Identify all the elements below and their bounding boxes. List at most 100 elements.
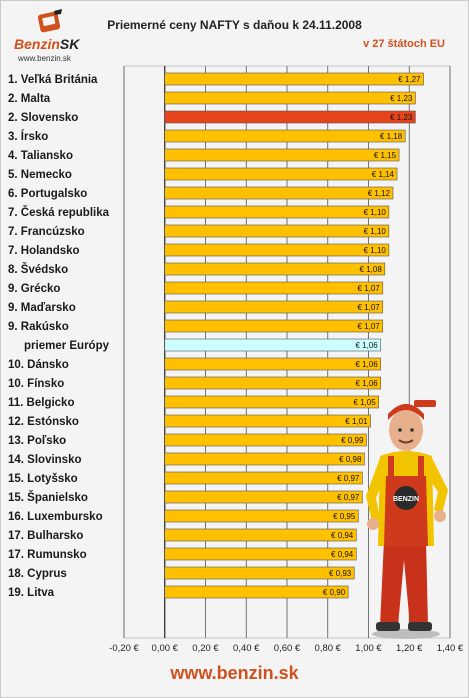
bar <box>164 262 386 276</box>
category-label: 9. Rakúsko <box>8 321 69 333</box>
bar <box>164 167 398 181</box>
category-label: 4. Taliansko <box>8 150 73 162</box>
x-tick-label: -0,20 € <box>109 643 139 654</box>
data-label: € 0,94 <box>331 531 354 540</box>
bar <box>164 376 382 390</box>
category-label: priemer Európy <box>24 340 110 352</box>
bar <box>164 471 363 485</box>
data-label: € 1,07 <box>358 322 381 331</box>
chart-subtitle: v 27 štátoch EU <box>363 38 445 50</box>
data-label: € 1,01 <box>345 417 368 426</box>
fuel-can-icon <box>37 9 62 33</box>
logo-name: BenzinSK <box>14 36 80 52</box>
bar <box>164 338 382 352</box>
chart-title: Priemerné ceny NAFTY s daňou k 24.11.200… <box>107 18 362 32</box>
x-tick-label: 0,40 € <box>233 643 260 654</box>
category-label: 8. Švédsko <box>8 263 68 276</box>
category-label: 3. Írsko <box>8 130 48 143</box>
data-label: € 0,99 <box>341 436 364 445</box>
bar <box>164 414 371 428</box>
x-tick-label: 1,00 € <box>355 643 382 654</box>
bar <box>164 585 349 599</box>
x-tick-label: 0,20 € <box>192 643 219 654</box>
bar <box>164 205 390 219</box>
category-label: 7. Česká republika <box>8 206 110 219</box>
category-label: 19. Litva <box>8 587 55 599</box>
category-label: 9. Maďarsko <box>8 302 76 314</box>
bar <box>164 357 382 371</box>
category-label: 16. Luxembursko <box>8 511 103 523</box>
svg-text:BENZIN: BENZIN <box>393 496 419 503</box>
data-label: € 0,97 <box>337 474 360 483</box>
data-label: € 1,07 <box>358 303 381 312</box>
category-label: 5. Nemecko <box>8 169 72 181</box>
data-label: € 1,07 <box>358 284 381 293</box>
data-label: € 1,27 <box>398 75 421 84</box>
data-label: € 1,18 <box>380 132 403 141</box>
bar <box>164 433 367 447</box>
category-label: 18. Cyprus <box>8 568 67 580</box>
data-label: € 1,10 <box>364 227 387 236</box>
footer-url: www.benzin.sk <box>170 663 299 683</box>
x-tick-label: 0,60 € <box>274 643 301 654</box>
category-label: 10. Fínsko <box>8 378 64 390</box>
data-label: € 1,10 <box>364 208 387 217</box>
category-label: 12. Estónsko <box>8 416 79 428</box>
category-label: 13. Poľsko <box>8 435 66 447</box>
data-label: € 1,05 <box>353 398 376 407</box>
category-label: 1. Veľká Británia <box>8 74 98 86</box>
data-label: € 0,95 <box>333 512 356 521</box>
data-label: € 1,06 <box>355 341 378 350</box>
x-tick-label: 0,00 € <box>152 643 179 654</box>
bar <box>164 186 394 200</box>
bar <box>164 281 384 295</box>
data-label: € 0,97 <box>337 493 360 502</box>
category-label: 9. Grécko <box>8 283 60 295</box>
benzin-sk-logo: BenzinSK www.benzin.sk <box>6 8 88 70</box>
bar <box>164 452 365 466</box>
x-tick-label: 1,20 € <box>396 643 423 654</box>
bar <box>164 528 357 542</box>
bar <box>164 91 416 105</box>
category-label: 7. Holandsko <box>8 245 80 257</box>
category-label: 2. Slovensko <box>8 112 78 124</box>
data-label: € 1,06 <box>355 379 378 388</box>
bar <box>164 72 424 86</box>
data-label: € 0,94 <box>331 550 354 559</box>
data-label: € 1,08 <box>360 265 383 274</box>
data-label: € 1,10 <box>364 246 387 255</box>
data-label: € 1,06 <box>355 360 378 369</box>
data-label: € 1,14 <box>372 170 395 179</box>
category-label: 15. Španielsko <box>8 491 88 504</box>
category-label: 7. Francúzsko <box>8 226 85 238</box>
mechanic-mascot-image: BENZIN <box>366 400 448 639</box>
bar <box>164 129 406 143</box>
category-label: 2. Malta <box>8 93 51 105</box>
bar <box>164 566 355 580</box>
data-label: € 1,23 <box>390 94 413 103</box>
bar <box>164 547 357 561</box>
category-label: 10. Dánsko <box>8 359 69 371</box>
category-label: 14. Slovinsko <box>8 454 82 466</box>
bar <box>164 509 359 523</box>
bar <box>164 243 390 257</box>
bar <box>164 110 416 124</box>
category-label: 17. Bulharsko <box>8 530 83 542</box>
bar <box>164 395 379 409</box>
data-label: € 1,15 <box>374 151 397 160</box>
category-label: 11. Belgicko <box>8 397 74 409</box>
data-label: € 1,23 <box>390 113 413 122</box>
bar <box>164 490 363 504</box>
data-label: € 1,12 <box>368 189 391 198</box>
bar <box>164 300 384 314</box>
category-label: 17. Rumunsko <box>8 549 87 561</box>
bar <box>164 319 384 333</box>
data-label: € 0,93 <box>329 569 352 578</box>
data-label: € 0,98 <box>339 455 362 464</box>
bar <box>164 224 390 238</box>
data-label: € 0,90 <box>323 588 346 597</box>
logo-url: www.benzin.sk <box>18 54 71 63</box>
bar <box>164 148 400 162</box>
x-tick-label: 0,80 € <box>315 643 342 654</box>
